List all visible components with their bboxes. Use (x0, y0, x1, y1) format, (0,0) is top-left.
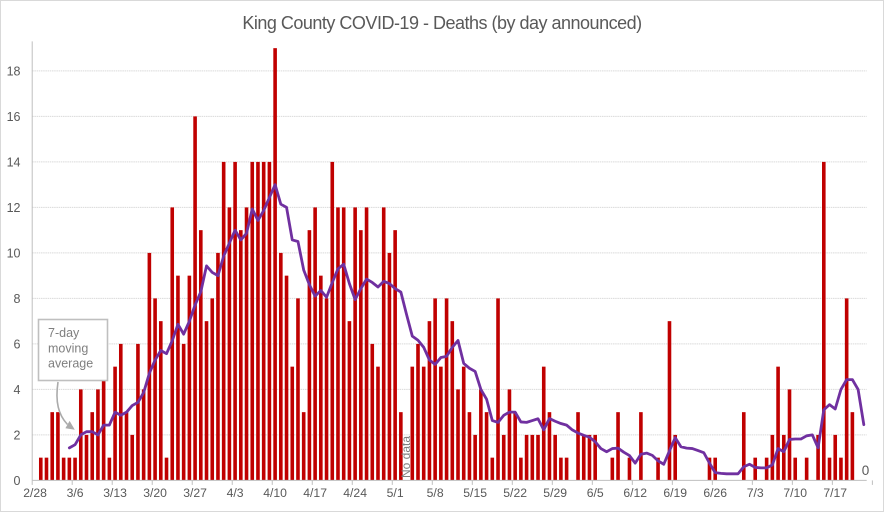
svg-text:6/12: 6/12 (623, 486, 647, 500)
svg-text:3/6: 3/6 (67, 486, 84, 500)
svg-text:3/13: 3/13 (103, 486, 127, 500)
svg-text:6/5: 6/5 (587, 486, 604, 500)
svg-text:King County COVID-19 - Deaths: King County COVID-19 - Deaths (by day an… (242, 13, 641, 33)
svg-text:2/28: 2/28 (23, 486, 47, 500)
svg-text:6: 6 (14, 337, 21, 351)
svg-text:7/3: 7/3 (747, 486, 764, 500)
svg-text:0: 0 (862, 463, 870, 478)
svg-text:moving: moving (48, 341, 88, 355)
svg-text:7-day: 7-day (48, 326, 80, 340)
svg-text:14: 14 (7, 155, 21, 169)
svg-text:5/22: 5/22 (503, 486, 527, 500)
svg-text:6/26: 6/26 (703, 486, 727, 500)
svg-text:2: 2 (14, 428, 21, 442)
svg-text:8: 8 (14, 292, 21, 306)
svg-text:16: 16 (7, 110, 21, 124)
svg-text:6/19: 6/19 (663, 486, 687, 500)
svg-text:4/24: 4/24 (343, 486, 367, 500)
svg-text:4/17: 4/17 (303, 486, 327, 500)
svg-text:No data: No data (399, 436, 413, 478)
svg-text:5/15: 5/15 (463, 486, 487, 500)
svg-text:3/20: 3/20 (143, 486, 167, 500)
svg-text:5/29: 5/29 (543, 486, 567, 500)
svg-text:4: 4 (14, 383, 21, 397)
svg-text:12: 12 (7, 201, 21, 215)
svg-text:0: 0 (14, 474, 21, 488)
svg-text:average: average (48, 357, 93, 371)
svg-text:7/10: 7/10 (783, 486, 807, 500)
svg-text:5/8: 5/8 (427, 486, 444, 500)
svg-text:5/1: 5/1 (387, 486, 404, 500)
svg-text:3/27: 3/27 (183, 486, 207, 500)
svg-text:4/3: 4/3 (227, 486, 244, 500)
svg-text:18: 18 (7, 64, 21, 78)
svg-text:7/17: 7/17 (823, 486, 847, 500)
svg-text:4/10: 4/10 (263, 486, 287, 500)
svg-text:10: 10 (7, 246, 21, 260)
